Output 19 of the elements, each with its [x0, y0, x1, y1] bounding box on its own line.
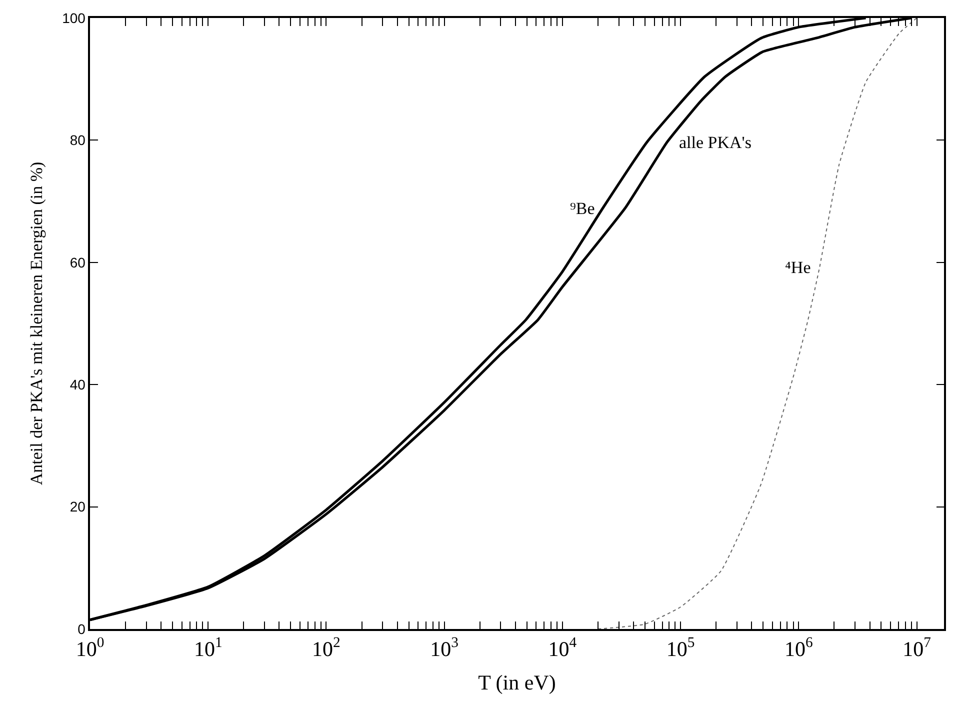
series-label: ⁴He — [785, 258, 811, 277]
x-tick-label: 10$^{3}$ — [430, 635, 458, 661]
y-axis-title: Anteil der PKA's mit kleineren Energien (in %) — [27, 162, 46, 486]
x-axis-title: T (in eV) — [478, 670, 556, 695]
y-tick-label: 40 — [70, 376, 86, 392]
series-label: alle PKA's — [679, 133, 752, 152]
y-tick-label: 80 — [70, 132, 86, 148]
x-tick-label: 10$^{0}$ — [76, 635, 104, 661]
y-tick-label: 0 — [78, 620, 86, 637]
x-tick-label: 10$^{6}$ — [784, 635, 813, 661]
x-tick-label: 10$^{7}$ — [902, 635, 931, 661]
x-tick-label: 10$^{1}$ — [194, 635, 222, 661]
series-label: ⁹Be — [570, 199, 595, 218]
y-tick-label: 20 — [70, 498, 86, 515]
x-tick-label: 10$^{5}$ — [666, 635, 695, 661]
y-tick-label: 60 — [70, 254, 86, 270]
x-tick-label: 10$^{2}$ — [312, 635, 340, 661]
y-tick-label: 100 — [62, 10, 86, 26]
x-tick-label: 10$^{4}$ — [548, 635, 578, 661]
